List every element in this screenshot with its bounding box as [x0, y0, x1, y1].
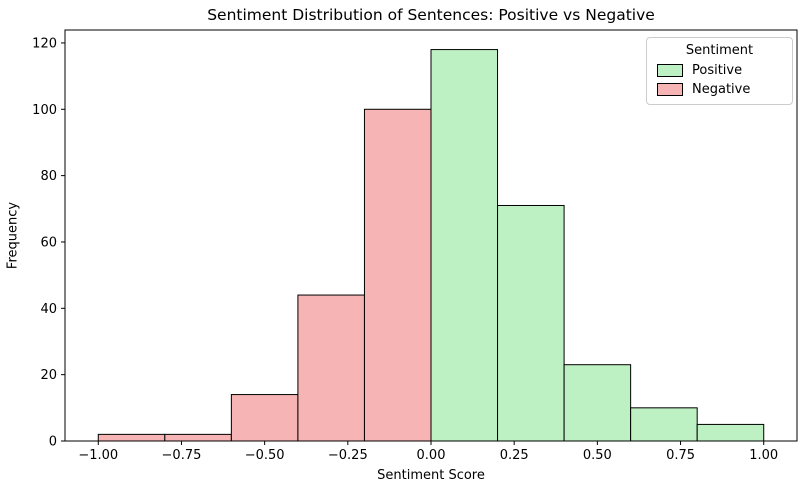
x-tick-label: −0.75 — [162, 448, 202, 463]
x-axis-label: Sentiment Score — [377, 468, 485, 483]
y-tick-label: 60 — [40, 235, 57, 250]
legend-label-positive: Positive — [692, 63, 743, 78]
y-tick-label: 0 — [49, 435, 57, 450]
y-tick-label: 40 — [40, 302, 57, 317]
positive-swatch-icon — [657, 64, 683, 77]
negative-swatch-icon — [657, 83, 683, 96]
legend-label-negative: Negative — [692, 82, 751, 97]
y-axis-label: Frequency — [5, 201, 21, 270]
histogram-bar-positive — [630, 407, 698, 442]
x-tick-label: 0.75 — [666, 448, 695, 463]
histogram-bar-negative — [363, 108, 432, 442]
histogram-bar-positive — [497, 204, 565, 442]
histogram-bar-negative — [97, 433, 166, 442]
legend-entry-negative: Negative — [657, 82, 782, 97]
histogram-bar-positive — [563, 364, 632, 442]
histogram-bar-negative — [164, 433, 232, 442]
histogram-bar-positive — [430, 49, 499, 442]
y-tick-label: 120 — [32, 36, 57, 51]
y-tick-label: 100 — [32, 103, 57, 118]
legend-title: Sentiment — [685, 43, 754, 58]
x-tick-label: −0.50 — [245, 448, 285, 463]
chart-title: Sentiment Distribution of Sentences: Pos… — [207, 6, 655, 24]
y-tick-label: 80 — [40, 169, 57, 184]
x-tick-label: 0.50 — [583, 448, 612, 463]
legend: Sentiment Positive Negative — [646, 37, 793, 105]
histogram-bar-negative — [297, 294, 365, 442]
histogram-bar-positive — [696, 423, 765, 442]
y-tick-label: 20 — [40, 368, 57, 383]
legend-entry-positive: Positive — [657, 63, 782, 78]
x-tick-label: −1.00 — [78, 448, 118, 463]
x-tick-label: 0.00 — [417, 448, 446, 463]
histogram-bar-negative — [230, 394, 299, 442]
x-tick-label: 1.00 — [749, 448, 778, 463]
x-tick-label: 0.25 — [500, 448, 529, 463]
x-tick-label: −0.25 — [328, 448, 368, 463]
